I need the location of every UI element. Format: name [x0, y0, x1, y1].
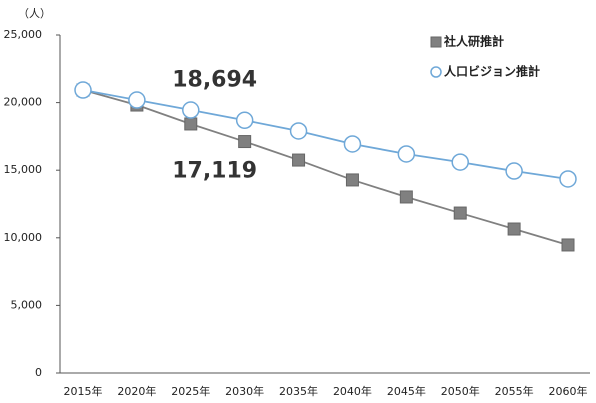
marker — [561, 238, 575, 252]
marker — [507, 222, 521, 236]
x-tick-label: 2030年 — [225, 384, 264, 398]
marker — [74, 81, 92, 99]
y-tick-label: 10,000 — [4, 231, 43, 244]
value-label: 18,694 — [172, 67, 257, 92]
series-line — [82, 89, 569, 180]
x-tick-label: 2045年 — [387, 384, 426, 398]
x-tick-label: 2060年 — [549, 384, 588, 398]
marker — [345, 173, 359, 187]
x-tick-label: 2040年 — [333, 384, 372, 398]
y-tick-label: 20,000 — [4, 96, 43, 109]
marker — [182, 101, 200, 119]
series-line — [82, 89, 569, 246]
marker — [184, 117, 198, 131]
value-label: 17,119 — [172, 159, 257, 184]
marker — [505, 162, 523, 180]
legend-marker — [430, 66, 442, 78]
marker — [453, 206, 467, 220]
marker — [238, 135, 252, 149]
marker — [289, 122, 308, 140]
y-unit-label: （人） — [18, 7, 51, 20]
marker — [128, 91, 146, 109]
x-tick-label: 2050年 — [441, 384, 480, 398]
y-tick-label: 25,000 — [4, 28, 43, 41]
marker — [399, 190, 413, 204]
marker — [397, 145, 416, 163]
legend-marker — [430, 36, 442, 48]
y-tick-label: 0 — [35, 366, 42, 379]
y-tick-label: 5,000 — [11, 298, 43, 311]
x-tick-label: 2020年 — [117, 384, 156, 398]
marker — [235, 111, 254, 130]
legend-label: 人口ビジョン推計 — [444, 64, 540, 79]
x-tick-label: 2015年 — [64, 384, 103, 398]
marker — [451, 153, 469, 171]
marker — [559, 170, 577, 188]
x-tick-label: 2025年 — [171, 384, 210, 398]
y-tick-label: 15,000 — [4, 163, 43, 176]
x-tick-label: 2055年 — [495, 384, 534, 398]
marker — [343, 135, 362, 153]
x-tick-label: 2035年 — [279, 384, 318, 398]
marker — [292, 153, 306, 167]
legend-label: 社人研推計 — [443, 34, 504, 49]
